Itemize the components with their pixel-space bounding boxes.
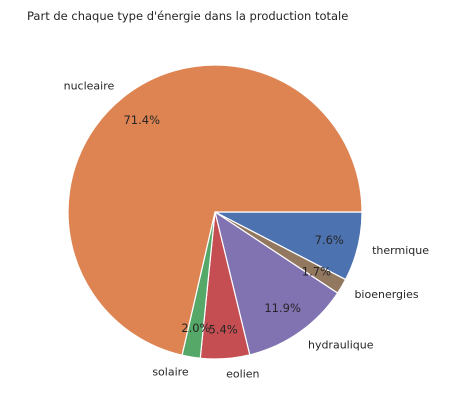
slice-label-hydraulique: hydraulique [308, 338, 374, 351]
slice-label-eolien: eolien [226, 367, 259, 380]
slice-percent-bioenergies: 1.7% [302, 265, 331, 279]
slice-label-thermique: thermique [372, 244, 429, 257]
slice-percent-solaire: 2.0% [181, 321, 210, 335]
slice-percent-nucleaire: 71.4% [123, 113, 160, 127]
pie-labels: thermique 7.6% bioenergies 1.7% hydraulique 1… [64, 79, 430, 380]
pie-slice-nucleaire [67, 64, 363, 356]
slice-percent-eolien: 5.4% [209, 322, 238, 336]
slice-label-nucleaire: nucleaire [64, 79, 115, 92]
pie-slice-hydraulique [214, 210, 339, 356]
slice-label-solaire: solaire [152, 366, 189, 379]
pie-slices [67, 64, 363, 360]
slice-percent-thermique: 7.6% [315, 233, 344, 247]
slice-percent-hydraulique: 11.9% [264, 301, 301, 315]
slice-label-bioenergies: bioenergies [354, 288, 418, 301]
chart-title: Part de chaque type d'énergie dans la pr… [27, 9, 348, 23]
